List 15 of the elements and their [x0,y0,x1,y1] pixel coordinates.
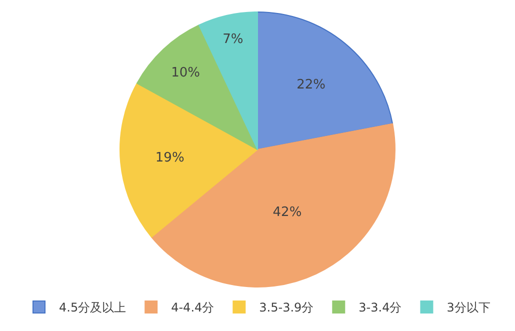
legend-label: 3.5-3.9分 [259,300,314,315]
pie-slice [136,24,258,150]
data-label: 7% [222,32,244,47]
data-label: 22% [296,77,326,92]
legend-label: 4-4.4分 [171,300,214,315]
pie-slice [120,82,258,238]
data-label: 19% [155,150,184,166]
data-label: 10% [171,65,200,80]
data-label: 42% [272,205,302,220]
pie-slice [198,12,258,150]
pie-slice [151,123,396,288]
legend-label: 3分以下 [446,300,490,315]
pie-slice [257,12,394,150]
legend-label: 4.5分及以上 [59,300,126,315]
legend-label: 3-3.4分 [358,300,402,315]
